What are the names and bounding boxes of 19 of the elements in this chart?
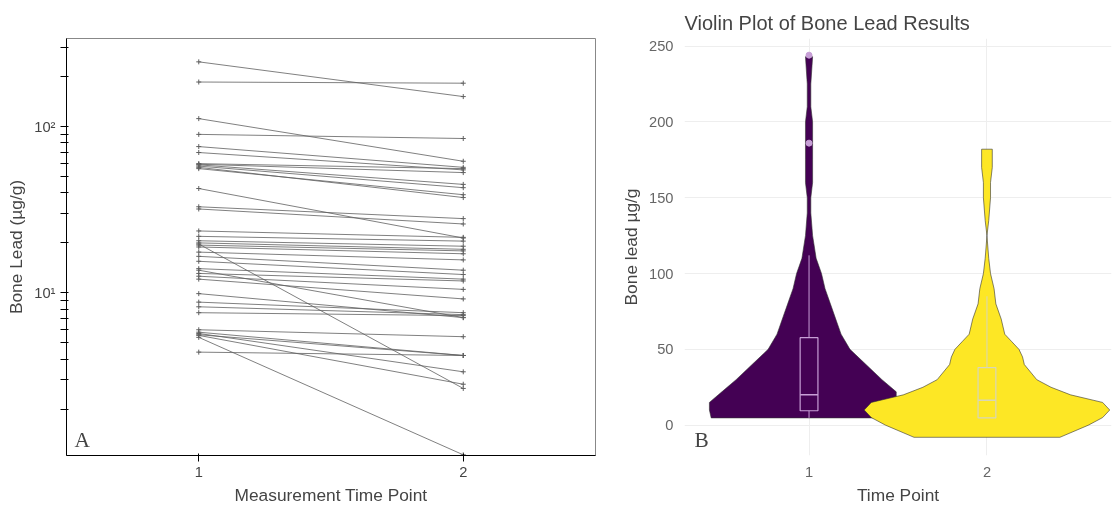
x-tick-label: 1 [804, 463, 814, 480]
annotation: B [694, 427, 709, 452]
x-axis-title: Time Point [856, 484, 940, 505]
x-tick-label: 2 [982, 463, 992, 480]
y-tick-label: 10¹ [34, 284, 56, 301]
y-tick-label: 0 [665, 417, 674, 434]
y-axis-title: Bone lead µg/g [621, 188, 642, 306]
annotation: A [74, 427, 91, 452]
y-axis-title: Bone Lead (µg/g) [6, 179, 27, 315]
y-tick-label: 50 [657, 341, 674, 358]
chart-title: Violin Plot of Bone Lead Results [684, 11, 970, 34]
y-tick-label: 200 [649, 113, 674, 130]
y-tick-label: 10² [34, 118, 56, 135]
y-tick-label: 100 [649, 265, 674, 282]
y-tick-label: 150 [649, 189, 674, 206]
x-axis-title: Measurement Time Point [234, 484, 428, 505]
x-tick-label: 2 [459, 463, 468, 480]
y-tick-label: 250 [649, 38, 674, 55]
x-tick-label: 1 [194, 463, 203, 480]
